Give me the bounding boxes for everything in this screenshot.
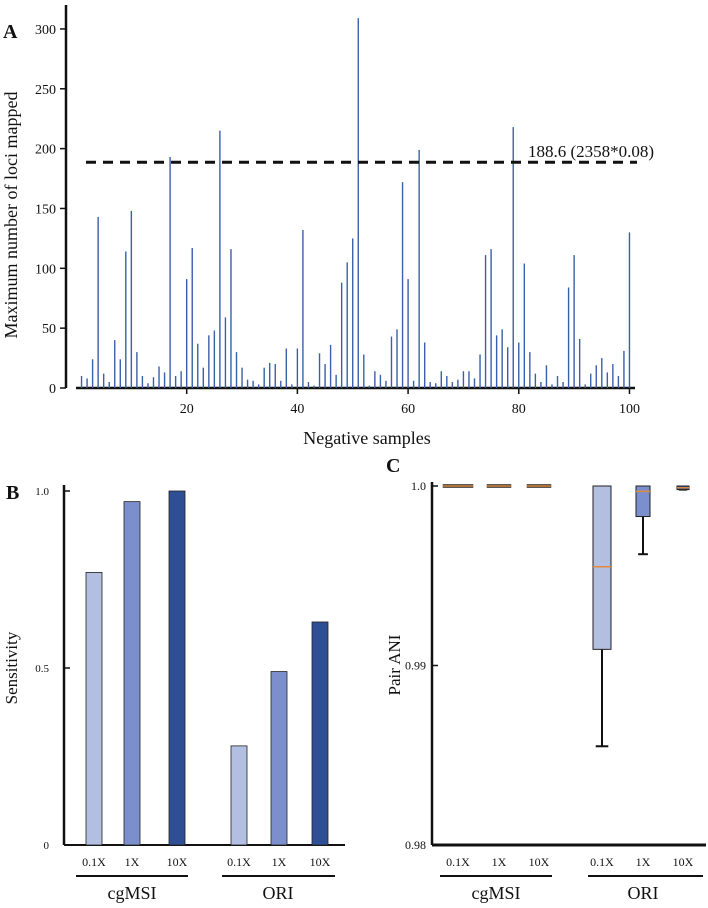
y-tick-label: 250 [35, 83, 56, 98]
bars [80, 18, 631, 388]
y-tick-label: 150 [35, 202, 56, 217]
x-tick-label: 100 [619, 402, 640, 417]
y-tick-label: 1.0 [35, 486, 49, 498]
y-tick-label: 0 [44, 840, 50, 852]
y-tick-label: 0.98 [405, 838, 426, 852]
x-tick-label: 20 [180, 402, 194, 417]
x-tick-label: 1X [125, 855, 140, 869]
y-ticks: 0 50 100 150 200 250 300 [35, 23, 66, 397]
x-tick-label: 10X [673, 855, 694, 869]
y-tick-label: 0.5 [35, 663, 49, 675]
y-axis-label: Maximum number of loci mapped [1, 92, 21, 339]
x-tick-label: 1X [272, 855, 287, 869]
x-axis-label: Negative samples [303, 428, 430, 448]
x-ticks: 20 40 60 80 100 [180, 388, 640, 417]
y-tick-label: 1.0 [411, 479, 426, 493]
panel-label-c: C [386, 455, 400, 477]
x-tick-label: 0.1X [82, 855, 106, 869]
bar-ori-1x [270, 671, 288, 846]
y-tick-label: 0 [49, 382, 56, 397]
panel-b: B Sensitivity 0 0.5 1.0 0.1X 1X 10X 0.1X 1X 10X… [2, 482, 345, 903]
x-ticks: 0.1X 1X 10X 0.1X 1X 10X [82, 855, 331, 869]
group-label-cgmsi: cgMSI [108, 883, 157, 903]
x-tick-label: 10X [167, 855, 188, 869]
y-axis-label: Sensitivity [2, 631, 21, 704]
bar-ori-10x [311, 621, 329, 846]
bar-cgmsi-1x [123, 501, 141, 846]
box-ori-0.1x [592, 485, 612, 650]
x-ticks: 0.1X 1X 10X 0.1X 1X 10X [446, 855, 694, 869]
box-ori-1x [635, 485, 651, 518]
x-tick-label: 0.1X [227, 855, 251, 869]
y-tick-label: 0.99 [405, 659, 426, 673]
group-label-ori: ORI [628, 883, 659, 903]
panel-c: C Pair ANI 0.98 0.99 1.0 0.1X 1X 10X 0.1X 1X 10… [385, 455, 706, 903]
x-tick-label: 0.1X [590, 855, 614, 869]
panel-label-a: A [3, 21, 18, 43]
bar-cgmsi-0.1x [85, 572, 103, 846]
x-tick-label: 10X [310, 855, 331, 869]
panel-a: A Maximum number of loci mapped Negative… [1, 5, 654, 448]
x-tick-label: 10X [529, 855, 550, 869]
bar-cgmsi-10x [168, 490, 186, 846]
boxes [442, 484, 690, 748]
x-tick-label: 1X [636, 855, 651, 869]
x-tick-label: 60 [401, 402, 415, 417]
y-axis-label: Pair ANI [385, 634, 404, 695]
group-label-cgmsi: cgMSI [472, 883, 521, 903]
panel-label-b: B [6, 482, 19, 504]
y-ticks: 0.98 0.99 1.0 [405, 479, 438, 852]
x-tick-label: 40 [290, 402, 304, 417]
group-label-ori: ORI [263, 883, 294, 903]
y-tick-label: 300 [35, 23, 56, 38]
bar-ori-0.1x [230, 745, 248, 846]
threshold-label: 188.6 (2358*0.08) [528, 142, 654, 161]
y-tick-label: 50 [42, 322, 56, 337]
x-tick-label: 1X [492, 855, 507, 869]
y-tick-label: 200 [35, 143, 56, 158]
x-tick-label: 80 [512, 402, 526, 417]
y-tick-label: 100 [35, 262, 56, 277]
x-tick-label: 0.1X [446, 855, 470, 869]
y-ticks: 0 0.5 1.0 [35, 486, 70, 852]
bars [85, 490, 329, 846]
